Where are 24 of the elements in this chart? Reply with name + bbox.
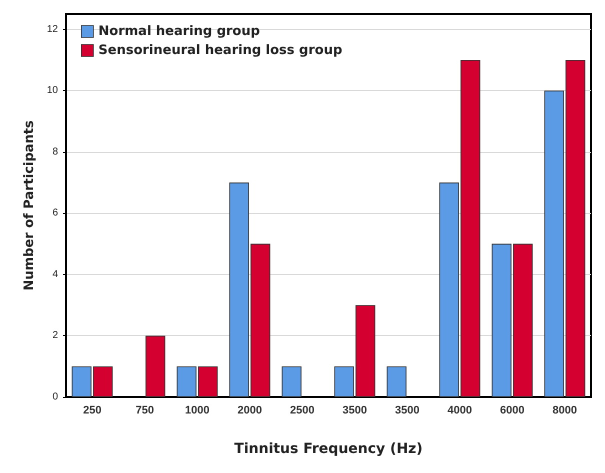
x-tick-label: 8000 — [552, 404, 577, 416]
x-tick-label: 2500 — [290, 404, 314, 416]
x-tick-label: 250 — [83, 404, 102, 416]
y-tick-label: 2 — [52, 330, 58, 342]
x-tick-label: 2000 — [238, 404, 262, 416]
y-axis-title: Number of Participants — [22, 120, 37, 291]
y-tick-label: 0 — [52, 392, 58, 402]
x-axis-title: Tinnitus Frequency (Hz) — [234, 441, 423, 457]
y-tick-label: 4 — [52, 268, 58, 280]
x-tick-label: 4000 — [448, 404, 472, 416]
legend-label: Normal hearing group — [98, 24, 260, 39]
y-tick-label: 8 — [52, 146, 58, 158]
x-tick-label: 3500 — [342, 404, 367, 416]
x-tick-label: 1000 — [185, 404, 210, 416]
x-tick-label: 3500 — [395, 404, 420, 416]
x-tick-label: 6000 — [500, 404, 524, 416]
legend-label: Sensorineural hearing loss group — [98, 43, 342, 58]
y-tick-label: 6 — [52, 208, 58, 219]
bar — [386, 366, 406, 397]
x-tick-label: 750 — [136, 404, 154, 416]
y-tick-label: 10 — [46, 85, 58, 96]
y-tick-label: 12 — [46, 24, 58, 35]
bar — [282, 366, 302, 397]
bar — [146, 336, 166, 397]
